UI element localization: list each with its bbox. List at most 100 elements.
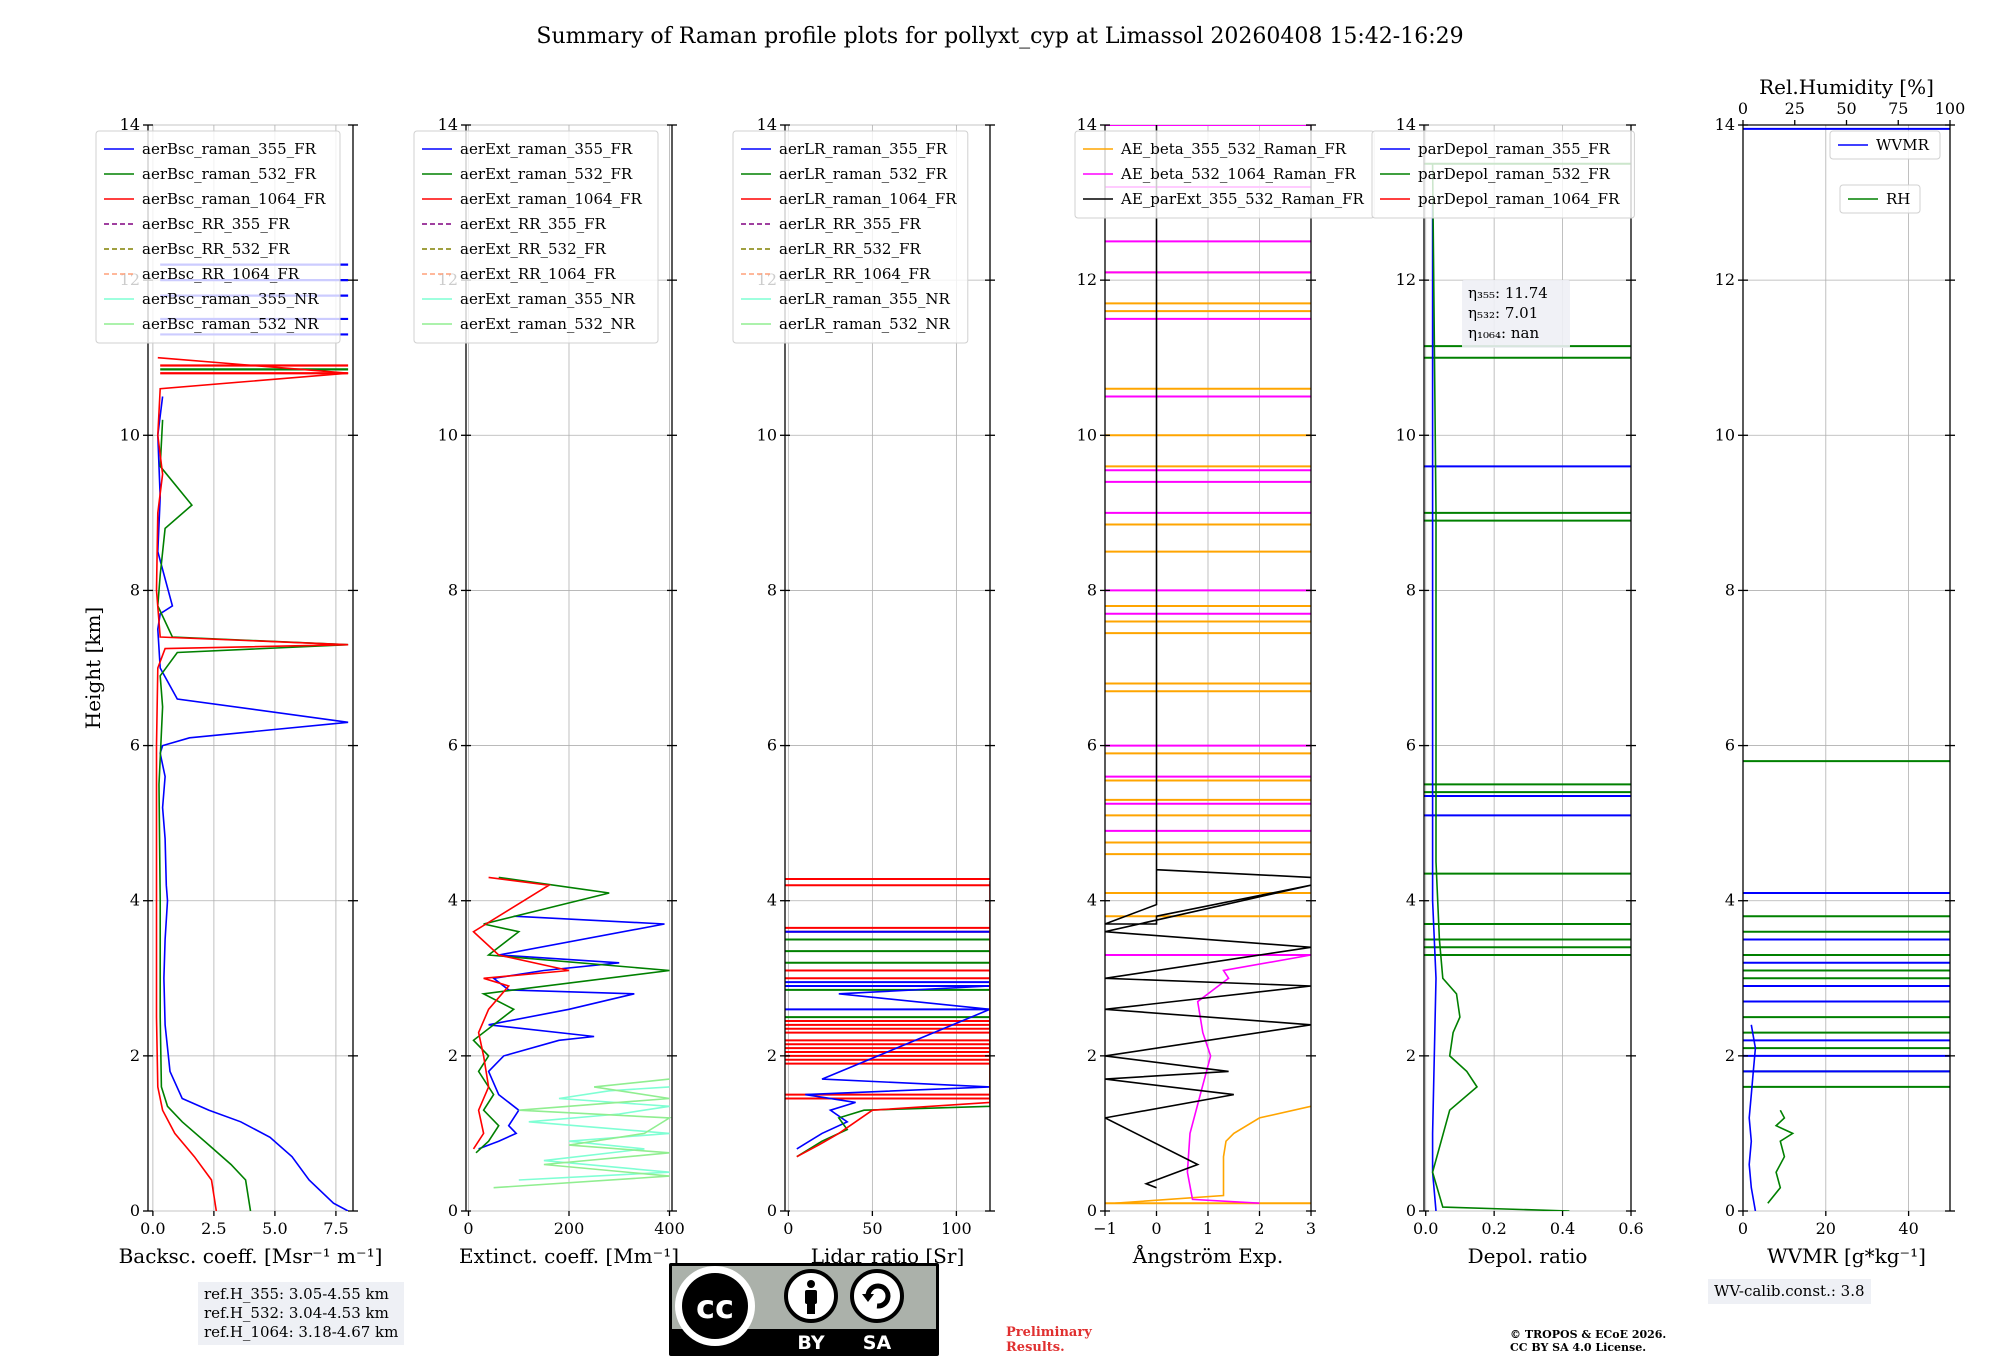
bsc-plot-area xyxy=(155,263,349,1211)
copyright-note: © TROPOS & ECoE 2026. CC BY SA 4.0 Licen… xyxy=(1510,1328,1666,1354)
wv-plot-area xyxy=(1743,127,1950,1211)
cc-logo-icon: cc xyxy=(675,1266,755,1346)
dep-ytick-label-3: 6 xyxy=(1406,736,1416,755)
bsc-legend-label-3: aerBsc_RR_355_FR xyxy=(142,215,290,233)
wv-legend-1: RH xyxy=(1839,184,1921,214)
bsc-ytick-label-1: 2 xyxy=(130,1046,140,1065)
dep-eta-line-0: η₃₅₅: 11.74 xyxy=(1468,284,1548,302)
lr-xtick-label-1: 50 xyxy=(862,1219,882,1238)
lr-legend-label-5: aerLR_RR_1064_FR xyxy=(779,265,931,283)
ref-line-355: ref.H_355: 3.05-4.55 km xyxy=(204,1285,389,1303)
dep-ytick-label-2: 4 xyxy=(1406,891,1416,910)
lr-ytick-label-5: 10 xyxy=(757,425,777,444)
cc-license-badge: cc BY SA xyxy=(669,1263,939,1356)
ae-ytick-label-0: 0 xyxy=(1087,1201,1097,1220)
lr-series-aerLR_raman_1064_FR xyxy=(796,881,990,1158)
ae-xtick-label-4: 3 xyxy=(1306,1219,1316,1238)
dep-ytick-label-1: 2 xyxy=(1406,1046,1416,1065)
wv-ytick-label-3: 6 xyxy=(1725,736,1735,755)
lr-ytick-label-7: 14 xyxy=(757,115,777,134)
bsc-ytick-label-7: 14 xyxy=(120,115,140,134)
bsc-legend-label-2: aerBsc_raman_1064_FR xyxy=(142,190,326,208)
preliminary-line-2: Results. xyxy=(1006,1340,1065,1355)
ext-series-aerExt_raman_532_NR xyxy=(493,1078,672,1189)
ext-ytick-label-2: 4 xyxy=(448,891,458,910)
dep-ytick-label-7: 14 xyxy=(1396,115,1416,134)
figure-title: Summary of Raman profile plots for polly… xyxy=(536,24,1463,49)
ext-legend-label-1: aerExt_raman_532_FR xyxy=(460,165,633,183)
lr-legend-label-7: aerLR_raman_532_NR xyxy=(779,315,950,333)
lr-ytick-label-1: 2 xyxy=(767,1046,777,1065)
bsc-ytick-label-2: 4 xyxy=(130,891,140,910)
preliminary-line-1: Preliminary xyxy=(1006,1325,1092,1340)
wv-ytick-label-4: 8 xyxy=(1725,580,1735,599)
wv-legend-0: WVMR xyxy=(1829,130,1941,160)
ext-xtick-label-0: 0 xyxy=(463,1219,473,1238)
dep-ytick-label-4: 8 xyxy=(1406,580,1416,599)
bsc-xlabel: Backsc. coeff. [Msr⁻¹ m⁻¹] xyxy=(119,1244,383,1268)
bsc-series-aerBsc_raman_355_FR xyxy=(156,396,349,1211)
ae-ytick-label-4: 8 xyxy=(1087,580,1097,599)
wv-x2tick-label-4: 100 xyxy=(1935,99,1966,118)
wv-x2tick-label-2: 50 xyxy=(1836,99,1856,118)
ae-legend: AE_beta_355_532_Raman_FR AE_beta_532_1064… xyxy=(1074,130,1375,219)
ae-ytick-label-1: 2 xyxy=(1087,1046,1097,1065)
lr-legend: aerLR_raman_355_FR aerLR_raman_532_FR aerL… xyxy=(732,130,969,344)
wv-calib-text: WV-calib.const.: 3.8 xyxy=(1714,1282,1865,1300)
wv-xlabel: WVMR [g*kg⁻¹] xyxy=(1767,1244,1926,1268)
ae-xlabel: Ångström Exp. xyxy=(1132,1243,1283,1268)
ref-line-532: ref.H_532: 3.04-4.53 km xyxy=(204,1304,389,1322)
wv-xtick-label-0: 0 xyxy=(1738,1219,1748,1238)
dep-legend: parDepol_raman_355_FR parDepol_raman_532_… xyxy=(1371,130,1635,219)
panel-lr: 02468101214050100Lidar ratio [Sr]aerLR_r… xyxy=(732,115,995,1268)
bsc-ytick-label-0: 0 xyxy=(130,1201,140,1220)
dep-legend-label-2: parDepol_raman_1064_FR xyxy=(1418,190,1620,208)
ext-legend-label-4: aerExt_RR_532_FR xyxy=(460,240,607,258)
ae-xtick-label-0: −1 xyxy=(1093,1219,1117,1238)
by-person-icon xyxy=(784,1269,838,1323)
svg-text:cc: cc xyxy=(696,1288,734,1326)
preliminary-note: Preliminary Results. xyxy=(1006,1325,1092,1355)
panel-ext: 024681012140200400Extinct. coeff. [Mm⁻¹]… xyxy=(413,115,685,1268)
ae-xtick-label-2: 1 xyxy=(1203,1219,1213,1238)
ext-legend: aerExt_raman_355_FR aerExt_raman_532_FRae… xyxy=(413,130,659,344)
ae-ytick-label-2: 4 xyxy=(1087,891,1097,910)
bsc-series-aerBsc_raman_1064_FR xyxy=(155,356,349,1211)
ext-ytick-label-1: 2 xyxy=(448,1046,458,1065)
cc-by-label: BY xyxy=(797,1332,824,1354)
lr-legend-label-3: aerLR_RR_355_FR xyxy=(779,215,921,233)
bsc-legend-label-6: aerBsc_raman_355_NR xyxy=(142,290,319,308)
lr-xtick-label-0: 0 xyxy=(783,1219,793,1238)
lr-legend-label-0: aerLR_raman_355_FR xyxy=(779,140,948,158)
ext-series-aerExt_raman_1064_FR xyxy=(472,876,570,1150)
dep-xtick-label-0: 0.0 xyxy=(1413,1219,1438,1238)
ae-ytick-label-3: 6 xyxy=(1087,736,1097,755)
wv-legend-label-1: RH xyxy=(1886,190,1910,208)
ext-legend-label-7: aerExt_raman_532_NR xyxy=(460,315,636,333)
dep-series-parDepol_raman_355_FR xyxy=(1431,202,1437,1211)
wv-xtick-label-1: 20 xyxy=(1816,1219,1836,1238)
lr-ytick-label-4: 8 xyxy=(767,580,777,599)
wv-x2tick-label-1: 25 xyxy=(1785,99,1805,118)
lr-legend-label-4: aerLR_RR_532_FR xyxy=(779,240,921,258)
bsc-legend-label-1: aerBsc_raman_532_FR xyxy=(142,165,317,183)
ext-legend-label-6: aerExt_raman_355_NR xyxy=(460,290,636,308)
ae-series-AE_parExt_355_532_Raman_FR xyxy=(1105,125,1311,1189)
bsc-xtick-label-3: 7.5 xyxy=(323,1219,348,1238)
dep-xtick-label-2: 0.4 xyxy=(1550,1219,1575,1238)
ae-series-AE_beta_355_532_Raman_FR xyxy=(1115,1105,1311,1204)
dep-ytick-label-0: 0 xyxy=(1406,1201,1416,1220)
panel-dep: 0 2 4 6 8 10 12 14 0.0 0.2 0.4 0.6 Depol. ratio parDe… xyxy=(1371,115,1644,1268)
lr-plot-area xyxy=(785,877,990,1158)
wv-series-WVMR xyxy=(1748,1024,1757,1211)
wv-x2tick-label-3: 75 xyxy=(1888,99,1908,118)
ext-plot-area xyxy=(472,876,672,1189)
ext-xtick-label-1: 200 xyxy=(554,1219,585,1238)
ae-ytick-label-6: 12 xyxy=(1077,270,1097,289)
dep-eta-annotation: η₃₅₅: 11.74 η₅₃₂: 7.01 η₁₀₆₄: nan xyxy=(1462,280,1570,348)
lr-ytick-label-2: 4 xyxy=(767,891,777,910)
ext-ytick-label-4: 8 xyxy=(448,580,458,599)
lr-legend-label-6: aerLR_raman_355_NR xyxy=(779,290,950,308)
